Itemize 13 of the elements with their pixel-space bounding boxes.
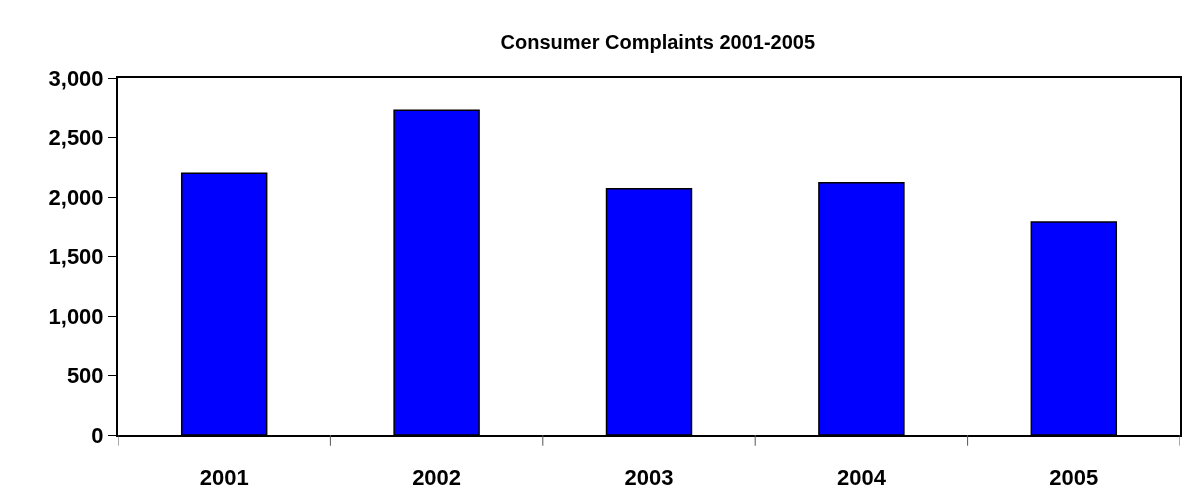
y-tick-label: 500 — [66, 363, 104, 389]
y-tick-label: 0 — [91, 422, 104, 448]
x-tick-label: 2002 — [412, 465, 462, 491]
x-tick-label: 2001 — [199, 465, 249, 491]
chart-title: Consumer Complaints 2001-2005 — [500, 30, 816, 53]
x-tick-label: 2004 — [836, 465, 887, 491]
y-tick-label: 3,000 — [48, 65, 104, 91]
y-tick-label: 2,500 — [48, 125, 104, 151]
x-tick-label: 2003 — [624, 465, 674, 491]
y-tick-label: 1,000 — [48, 303, 104, 329]
y-tick-label: 1,500 — [48, 244, 104, 270]
x-tick-label: 2005 — [1049, 465, 1099, 491]
y-tick-label: 2,000 — [48, 184, 104, 210]
